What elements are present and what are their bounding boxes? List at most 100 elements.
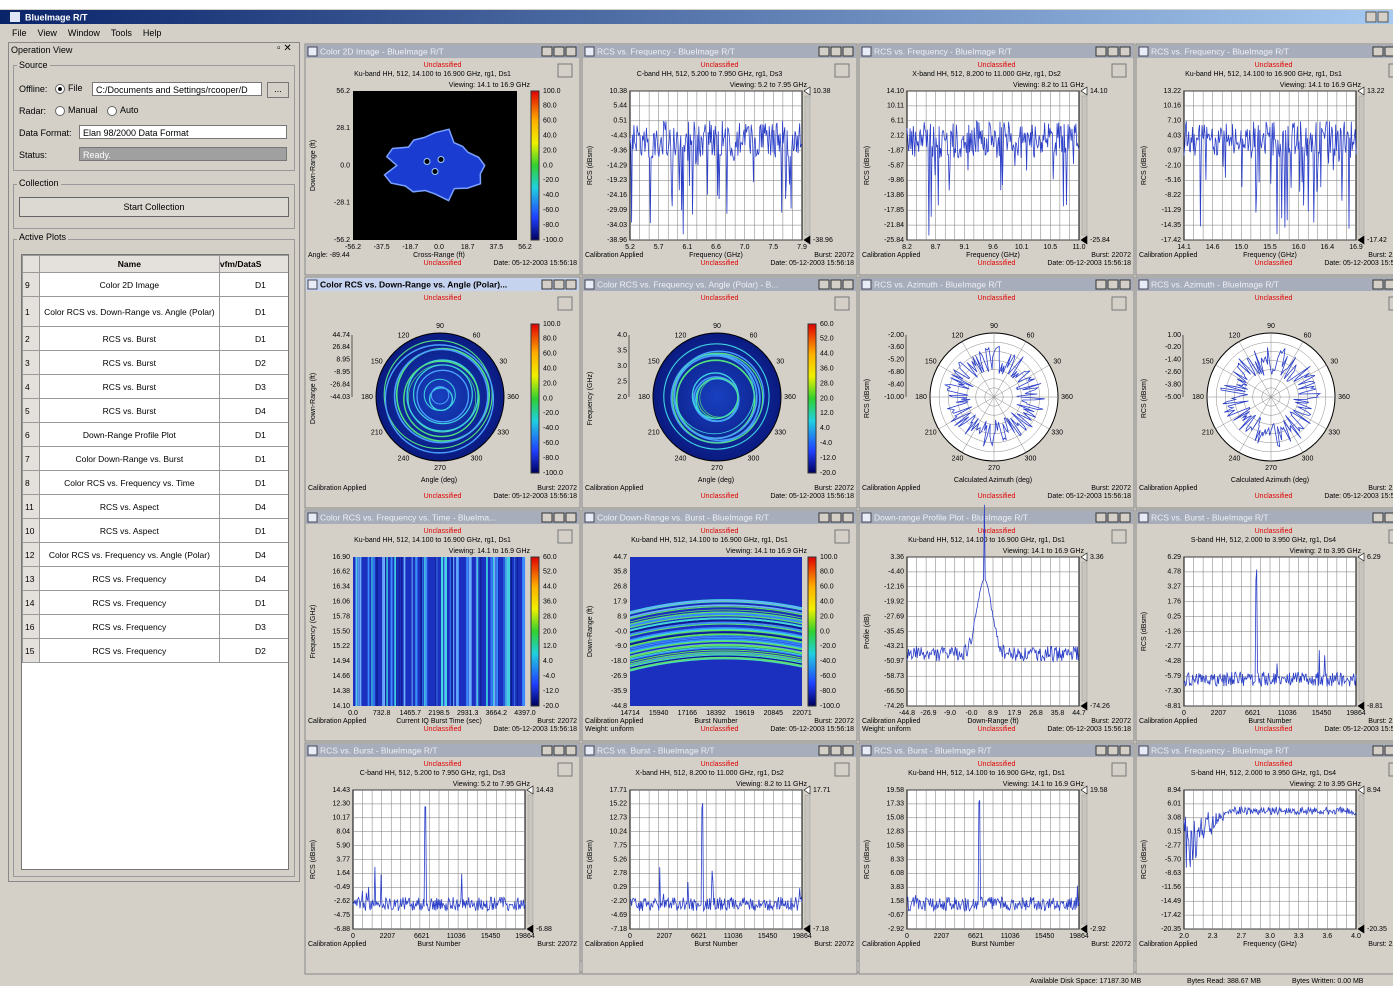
window-button[interactable] <box>1107 512 1119 523</box>
plot-row[interactable]: 11 RCS vs. Aspect D4 <box>22 494 288 519</box>
window-button[interactable] <box>1119 46 1131 57</box>
menu-item[interactable]: View <box>37 28 57 38</box>
window-button[interactable] <box>842 512 854 523</box>
window-button[interactable] <box>830 279 842 290</box>
level-slider[interactable] <box>1358 95 1365 236</box>
manual-radio[interactable]: Manual <box>55 105 98 116</box>
level-slider[interactable] <box>1081 561 1088 702</box>
plot-row[interactable]: 1 Color RCS vs. Down-Range vs. Angle (Pol… <box>22 296 288 327</box>
plot-row[interactable]: 13 RCS vs. Frequency D4 <box>22 566 288 591</box>
zoom-button[interactable] <box>557 63 573 78</box>
zoom-button[interactable] <box>1388 296 1393 311</box>
menu-item[interactable]: Tools <box>110 28 132 38</box>
window-button[interactable] <box>1372 46 1384 57</box>
window-button[interactable] <box>1095 512 1107 523</box>
zoom-button[interactable] <box>834 529 850 544</box>
window-button[interactable] <box>1107 46 1119 57</box>
window-button[interactable] <box>1095 745 1107 756</box>
zoom-button[interactable] <box>1111 529 1127 544</box>
zoom-button[interactable] <box>557 762 573 777</box>
window-button[interactable] <box>1372 745 1384 756</box>
window-button[interactable] <box>1119 745 1131 756</box>
level-slider[interactable] <box>804 95 811 236</box>
window-button[interactable] <box>830 46 842 57</box>
maximize-button[interactable] <box>1377 11 1389 23</box>
window-button[interactable] <box>1372 279 1384 290</box>
window-button[interactable] <box>1384 745 1393 756</box>
level-slider[interactable] <box>1358 794 1365 925</box>
window-button[interactable] <box>1384 46 1393 57</box>
window-button[interactable] <box>1095 46 1107 57</box>
plot-row[interactable]: 7 Color Down-Range vs. Burst D1 <box>22 446 288 471</box>
zoom-button[interactable] <box>1111 296 1127 311</box>
window-button[interactable] <box>1384 512 1393 523</box>
panel-buttons[interactable]: ▫ ✕ <box>277 43 292 54</box>
plot-row[interactable]: 2 RCS vs. Burst D1 <box>22 326 288 351</box>
start-collection-button[interactable]: Start Collection <box>19 197 289 217</box>
zoom-button[interactable] <box>557 529 573 544</box>
window-button[interactable] <box>842 46 854 57</box>
window-button[interactable] <box>1107 745 1119 756</box>
plot-row[interactable]: 16 RCS vs. Frequency D3 <box>22 614 288 639</box>
zoom-button[interactable] <box>1111 762 1127 777</box>
window-button[interactable] <box>565 745 577 756</box>
window-button[interactable] <box>541 279 553 290</box>
window-button[interactable] <box>565 512 577 523</box>
plot-row[interactable]: 5 RCS vs. Burst D4 <box>22 398 288 423</box>
window-button[interactable] <box>842 279 854 290</box>
zoom-button[interactable] <box>557 296 573 311</box>
window-button[interactable] <box>830 745 842 756</box>
plot-row[interactable]: 6 Down-Range Profile Plot D1 <box>22 422 288 447</box>
menu-item[interactable]: Window <box>67 28 100 38</box>
zoom-button[interactable] <box>1388 529 1393 544</box>
plot-row[interactable]: 3 RCS vs. Burst D2 <box>22 350 288 375</box>
zoom-button[interactable] <box>1388 762 1393 777</box>
level-slider[interactable] <box>804 794 811 925</box>
window-button[interactable] <box>818 279 830 290</box>
zoom-button[interactable] <box>834 296 850 311</box>
file-radio[interactable]: File <box>55 83 83 94</box>
menu-item[interactable]: Help <box>142 28 162 38</box>
window-button[interactable] <box>541 512 553 523</box>
window-button[interactable] <box>1095 279 1107 290</box>
window-button[interactable] <box>565 46 577 57</box>
plot-row[interactable]: 8 Color RCS vs. Frequency vs. Time D1 <box>22 470 288 495</box>
plot-row[interactable]: 9 Color 2D Image D1 <box>22 272 288 297</box>
plot-row[interactable]: 12 Color RCS vs. Frequency vs. Angle (Pol… <box>22 542 288 567</box>
window-button[interactable] <box>553 279 565 290</box>
window-button[interactable] <box>1119 512 1131 523</box>
window-button[interactable] <box>553 512 565 523</box>
plot-row[interactable]: 4 RCS vs. Burst D3 <box>22 374 288 399</box>
window-button[interactable] <box>1372 512 1384 523</box>
window-button[interactable] <box>818 512 830 523</box>
level-slider[interactable] <box>1081 794 1088 925</box>
zoom-button[interactable] <box>1388 63 1393 78</box>
window-button[interactable] <box>842 745 854 756</box>
auto-radio[interactable]: Auto <box>107 105 139 116</box>
zoom-button[interactable] <box>834 762 850 777</box>
plot-row[interactable]: 14 RCS vs. Frequency D1 <box>22 590 288 615</box>
window-button[interactable] <box>541 46 553 57</box>
path-field[interactable]: C:/Documents and Settings/rcooper/D <box>92 82 262 96</box>
format-field[interactable]: Elan 98/2000 Data Format <box>79 125 287 139</box>
level-slider[interactable] <box>1358 561 1365 702</box>
window-button[interactable] <box>553 745 565 756</box>
window-button[interactable] <box>541 745 553 756</box>
zoom-button[interactable] <box>1111 63 1127 78</box>
zoom-button[interactable] <box>834 63 850 78</box>
plot-row[interactable]: 10 RCS vs. Aspect D1 <box>22 518 288 543</box>
window-button[interactable] <box>830 512 842 523</box>
window-button[interactable] <box>1107 279 1119 290</box>
menu-item[interactable]: File <box>12 28 27 38</box>
browse-button[interactable]: ... <box>267 82 289 98</box>
window-button[interactable] <box>553 46 565 57</box>
window-button[interactable] <box>1384 279 1393 290</box>
level-slider[interactable] <box>1081 95 1088 236</box>
minimize-button[interactable] <box>1365 11 1377 23</box>
window-button[interactable] <box>565 279 577 290</box>
window-button[interactable] <box>818 745 830 756</box>
level-slider[interactable] <box>527 794 534 925</box>
window-button[interactable] <box>1119 279 1131 290</box>
plot-row[interactable]: 15 RCS vs. Frequency D2 <box>22 638 288 663</box>
window-button[interactable] <box>818 46 830 57</box>
